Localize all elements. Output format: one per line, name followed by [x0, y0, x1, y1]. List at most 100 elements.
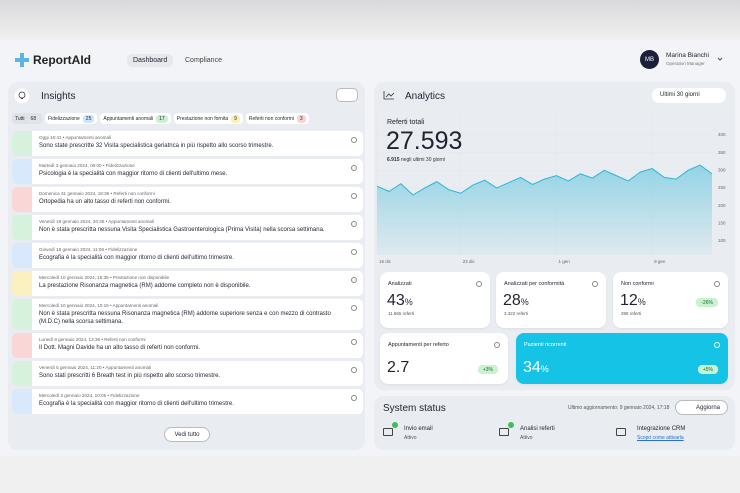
insight-icon: [12, 361, 32, 386]
nav-item[interactable]: Dashboard: [127, 54, 174, 67]
filter-chips: Tutti 68 Fidelizzazione 25 Appuntamenti anom…: [12, 113, 312, 124]
insight-item[interactable]: Domenica 31 gennaio 2024, 18:36 • Refert…: [12, 187, 363, 212]
see-all-button[interactable]: Vedi tutto: [164, 427, 210, 442]
insight-text: Non è stata prescritta nessuna Risonanza…: [39, 311, 331, 325]
stat-badge: -26%: [696, 298, 718, 307]
nav-item[interactable]: Compliance: [185, 57, 222, 64]
stat-label: Non conformi: [621, 281, 654, 287]
insight-text: Ecografia è la specialità con maggior ri…: [39, 255, 234, 261]
help-icon: [714, 342, 720, 348]
insight-item[interactable]: Martedì 3 gennaio 2024, 06:00 • Fidelizz…: [12, 159, 363, 184]
stat-value: 12: [620, 292, 638, 309]
stat-unit: %: [637, 297, 646, 307]
stat-value-wrap: 12%: [620, 292, 646, 310]
y-tick-label: 100: [718, 238, 726, 243]
stat-unit: %: [404, 297, 413, 307]
total-label: Referti totali: [387, 119, 425, 126]
y-tick-label: 150: [718, 220, 726, 225]
y-tick-label: 200: [718, 203, 726, 208]
help-icon: [351, 395, 357, 401]
insight-text: Ortopedia ha un alto tasso di referti no…: [39, 199, 171, 205]
insight-meta: Domenica 31 gennaio 2024, 18:36 • Refert…: [39, 191, 155, 196]
stat-card: Analizzati 43% 11.665 referti: [380, 272, 490, 328]
help-icon: [351, 137, 357, 143]
x-tick-label: 1 gen: [558, 259, 570, 264]
system-panel: [374, 396, 735, 450]
service-name: Invio email: [404, 426, 433, 432]
help-icon: [351, 367, 357, 373]
insight-item[interactable]: Mercoledì 10 gennaio 2024, 15:35 • Prest…: [12, 271, 363, 296]
logo-icon: [15, 53, 29, 67]
service-icon: [616, 428, 626, 436]
chip-count: 25: [82, 114, 95, 123]
help-icon: [714, 281, 720, 287]
insight-item[interactable]: Venerdì 19 gennaio 2024, 20:48 • Appunta…: [12, 215, 363, 240]
service-status[interactable]: Scopri come attivarla: [637, 435, 684, 441]
insight-icon: [12, 187, 32, 212]
insight-list: Oggi 16:41 • Appuntamenti anomali Sono st…: [12, 131, 363, 417]
stat-unit: %: [540, 364, 549, 374]
stat-value: 28: [503, 292, 521, 309]
insight-text: Psicologia è la specialità con maggior r…: [39, 171, 228, 177]
stat-sub: 11.665 referti: [388, 311, 415, 316]
bulb-icon: [14, 88, 30, 104]
refresh-button[interactable]: Aggiorna: [675, 400, 728, 415]
filter-chip[interactable]: Prestazione non fornita 9: [173, 113, 243, 124]
y-tick-label: 300: [718, 168, 726, 173]
chip-label: Prestazione non fornita: [176, 115, 229, 122]
help-icon: [351, 249, 357, 255]
insight-icon: [12, 159, 32, 184]
total-value: 27.593: [386, 127, 463, 155]
y-tick-label: 400: [718, 132, 726, 137]
insight-text: Sono state prescritte 32 Visita speciali…: [39, 143, 274, 149]
filter-chip[interactable]: Tutti 68: [12, 113, 43, 124]
stat-card: Appuntamenti per referto 2.7 +3%: [380, 333, 508, 384]
stat-label: Appuntamenti per referto: [388, 342, 449, 348]
filter-button[interactable]: [336, 88, 358, 102]
insight-meta: Venerdì 19 gennaio 2024, 20:48 • Appunta…: [39, 219, 155, 224]
help-icon: [592, 281, 598, 287]
stat-card: Non conformi 12% 398 referti -26%: [613, 272, 728, 328]
ok-dot: [392, 422, 398, 428]
insight-meta: Giovedì 18 gennaio 2024, 11:06 • Fideliz…: [39, 247, 138, 252]
filter-chip[interactable]: Fidelizzazione 25: [45, 113, 98, 124]
insight-item[interactable]: Giovedì 18 gennaio 2024, 11:06 • Fideliz…: [12, 243, 363, 268]
insight-item[interactable]: Mercoledì 3 gennaio 2024, 10:05 • Fideli…: [12, 389, 363, 414]
insight-meta: Mercoledì 3 gennaio 2024, 10:05 • Fideli…: [39, 393, 140, 398]
stat-value-wrap: 2.7: [387, 359, 409, 377]
stat-value: 2.7: [387, 359, 410, 376]
filter-chip[interactable]: Referti non conformi 3: [245, 113, 309, 124]
avatar[interactable]: MB: [640, 50, 659, 69]
stat-value: 43: [387, 292, 405, 309]
ok-dot: [508, 422, 514, 428]
insight-icon: [12, 131, 32, 156]
insight-item[interactable]: Venerdì 5 gennaio 2024, 11:20 • Appuntam…: [12, 361, 363, 386]
service-icon: [383, 428, 393, 436]
chip-label: Tutti: [15, 115, 25, 122]
range-select[interactable]: Ultimi 30 giorni: [652, 88, 726, 103]
help-icon: [351, 221, 357, 227]
service-status: Attivo: [520, 435, 533, 441]
insight-item[interactable]: Oggi 16:41 • Appuntamenti anomali Sono st…: [12, 131, 363, 156]
stat-badge: +5%: [697, 365, 718, 374]
insights-title: Insights: [41, 91, 76, 102]
stat-sub: 3.322 referti: [504, 311, 529, 316]
chip-label: Appuntamenti anomali: [103, 115, 154, 122]
insight-item[interactable]: Mercoledì 10 gennaio 2024, 10:15 • Appun…: [12, 299, 363, 330]
area-chart: 100 150 200 250 300 350 400 16 dic 23 dic 1 gen 9 …: [376, 108, 726, 264]
system-title: System status: [383, 403, 446, 414]
filter-chip[interactable]: Appuntamenti anomali 17: [100, 113, 171, 124]
brand: ReportAId: [33, 53, 91, 67]
insight-icon: [12, 333, 32, 358]
help-icon: [494, 342, 500, 348]
stat-card: Analizzati per conformità 28% 3.322 refert…: [496, 272, 606, 328]
analytics-title: Analytics: [405, 91, 446, 102]
insight-meta: Oggi 16:41 • Appuntamenti anomali: [39, 135, 112, 140]
insight-item[interactable]: Lunedì 8 gennaio 2024, 13:36 • Referti n…: [12, 333, 363, 358]
user-name: Marina Bianchi: [666, 52, 709, 59]
chip-label: Referti non conformi: [248, 115, 294, 122]
recent-label: negli ultimi 30 giorni: [400, 157, 446, 163]
help-icon: [351, 339, 357, 345]
insight-meta: Venerdì 5 gennaio 2024, 11:20 • Appuntam…: [39, 365, 152, 370]
